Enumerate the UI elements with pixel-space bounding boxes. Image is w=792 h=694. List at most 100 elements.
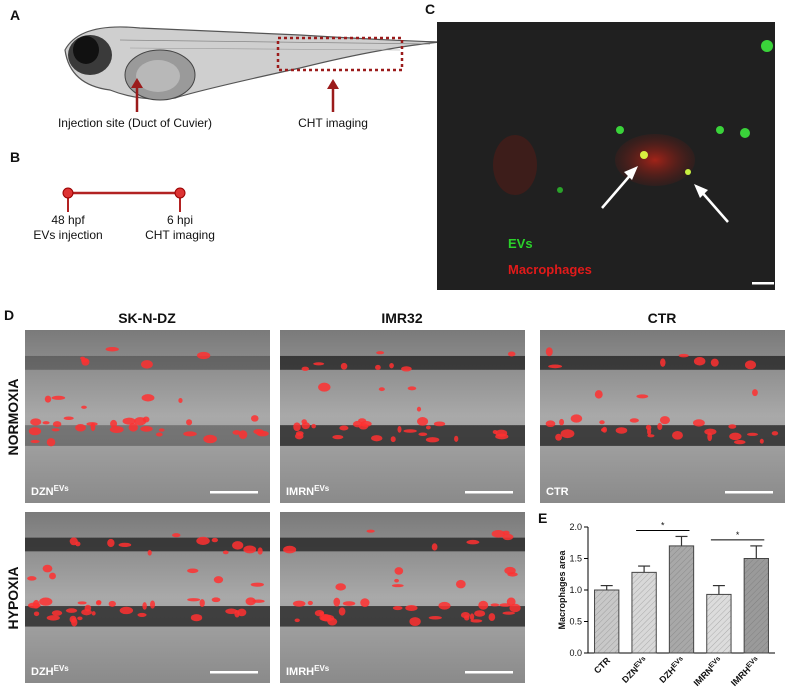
arrow-head [327, 79, 339, 89]
macrophage-signal [416, 406, 422, 412]
macrophage-signal [704, 428, 717, 435]
macrophage-signal [42, 421, 50, 425]
x-tick-sup: EVs [670, 655, 684, 669]
panel-label: D [4, 307, 14, 323]
macrophage-signal [454, 435, 459, 442]
panel-label: C [425, 1, 435, 17]
bar-hatch [594, 590, 619, 653]
injection-label: Injection site (Duct of Cuvier) [58, 116, 212, 130]
macrophage-signal [600, 428, 606, 432]
macrophage-signal [378, 387, 385, 392]
macrophage-signal [657, 422, 663, 431]
macrophage-signal [51, 610, 63, 616]
event-name: EVs injection [33, 228, 102, 242]
column-header: SK-N-DZ [118, 310, 176, 326]
macrophage-signal [397, 425, 402, 433]
bar-hatch [706, 594, 732, 653]
event-time: 6 hpi [167, 213, 193, 227]
macrophage-signal [283, 545, 297, 554]
timeline-dot [174, 187, 186, 199]
significance-label: * [736, 530, 740, 540]
macrophage-signal [746, 432, 759, 436]
y-tick-label: 2.0 [569, 522, 582, 532]
scale-bar [465, 491, 513, 494]
macrophage-signal [95, 600, 102, 606]
macrophage-signal [332, 435, 344, 440]
event-name: CHT imaging [145, 228, 215, 242]
macrophage-signal [51, 395, 66, 400]
legend-macrophages: Macrophages [508, 262, 592, 277]
macrophage-signal [46, 438, 56, 447]
vessel-band [280, 425, 525, 446]
macrophage-signal [65, 608, 78, 613]
macrophage-signal [729, 432, 742, 441]
macrophage-signal [405, 604, 418, 611]
macrophage-signal [196, 351, 211, 360]
imaging-label: CHT imaging [298, 116, 368, 130]
macrophage-signal [599, 420, 605, 425]
macrophage-signal [80, 356, 86, 360]
event-time: 48 hpf [51, 213, 85, 227]
macrophage-signal [570, 414, 583, 423]
macrophage-signal [119, 606, 134, 615]
macrophage-signal [141, 394, 155, 402]
x-tick-label: IMRHEVs [729, 655, 762, 688]
scale-bar [465, 671, 513, 674]
macrophage-signal [506, 597, 516, 606]
y-tick-label: 1.5 [569, 554, 582, 564]
macrophage-signal [376, 351, 385, 355]
panel-label: A [10, 7, 20, 23]
x-tick-sup: EVs [745, 655, 759, 669]
macrophage-signal [141, 360, 153, 369]
image-label: CTR [546, 486, 569, 498]
macrophage-signal [403, 429, 417, 433]
column-header: IMR32 [381, 310, 422, 326]
macrophage-signal [466, 539, 480, 545]
macrophage-signal [615, 427, 628, 434]
macrophage-signal [710, 358, 719, 367]
image-label-sup: EVs [54, 664, 70, 673]
macrophage-signal [495, 433, 509, 440]
x-tick-sup: EVs [633, 655, 647, 669]
image-label-name: IMRH [286, 666, 314, 678]
macrophage-signal [203, 434, 218, 444]
macrophage-signal [211, 537, 218, 543]
macrophage-signal [629, 418, 639, 423]
bar-hatch [631, 572, 657, 653]
macrophage-signal [30, 418, 42, 426]
macrophage-signal [491, 530, 505, 538]
macrophage-signal [470, 619, 483, 623]
macrophage-signal [333, 597, 341, 607]
macrophage-signal [301, 366, 309, 372]
macrophage-signal [295, 431, 304, 436]
macrophage-signal [338, 607, 346, 616]
vessel-band [280, 537, 525, 552]
y-tick-label: 0.0 [569, 648, 582, 658]
macrophage-signal [339, 425, 349, 431]
macrophage-signal [636, 394, 649, 399]
macrophage-signal [417, 417, 429, 426]
image-label-name: CTR [546, 486, 569, 498]
macrophage-signal [107, 538, 115, 548]
macrophage-signal [431, 543, 438, 551]
image-label-name: IMRN [286, 486, 314, 498]
macrophage-signal [728, 424, 737, 429]
macrophage-signal [294, 618, 300, 623]
x-tick-label: IMRNEVs [692, 655, 725, 688]
macrophage-signal [292, 600, 306, 607]
macrophage-signal [560, 429, 575, 439]
macrophage-signal [660, 358, 666, 367]
macrophage-signal [545, 420, 556, 428]
macrophage-signal [91, 611, 96, 616]
macrophage-signal [733, 439, 746, 445]
scale-bar [210, 671, 258, 674]
macrophage-signal [84, 604, 92, 612]
macrophage-signal [33, 611, 40, 617]
macrophage-signal [190, 614, 203, 622]
macrophage-signal [243, 545, 257, 554]
macrophage-signal [118, 542, 132, 547]
macrophage-signal [771, 431, 779, 436]
macrophage-signal [672, 430, 683, 440]
macrophage-signal [178, 398, 183, 403]
macrophage-signal [752, 389, 758, 397]
